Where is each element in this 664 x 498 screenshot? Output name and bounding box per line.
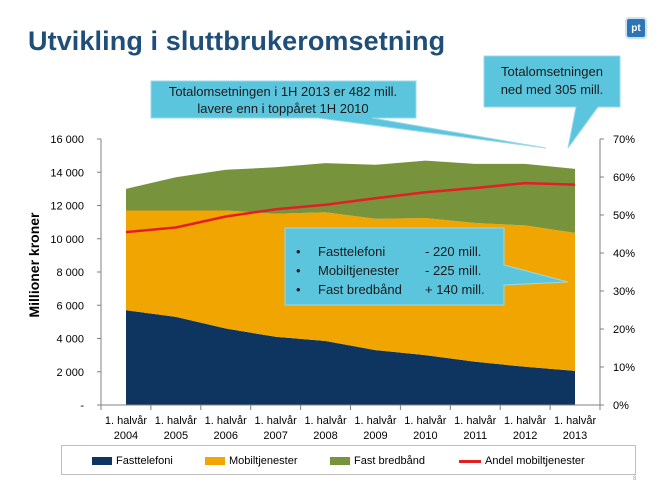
x-tick-label-line1: 1. halvår [155, 415, 198, 427]
y-tick-label: - [80, 400, 84, 412]
callout-value-1: - 220 mill. [425, 244, 481, 259]
x-tick-labels: 1. halvår 2004 1. halvår 2005 1. halvår 2006 1… [105, 415, 597, 442]
x-tick-label-line1: 1. halvår [205, 415, 248, 427]
legend-item-andel-mobiltjenester: Andel mobiltjenester [459, 455, 585, 467]
callout-bullet-2: • [296, 263, 301, 278]
y2-tick-labels: 0% 10% 20% 30% 40% 50% 60% 70% [613, 134, 635, 412]
callout-top-left-line1: Totalomsetningen i 1H 2013 er 482 mill. [169, 84, 397, 99]
x-tick-label-line2: 2007 [263, 430, 287, 442]
callout-top-right: Totalomsetningen ned med 305 mill. [483, 55, 621, 149]
company-logo: pt [625, 17, 647, 39]
x-tick-label-line2: 2012 [513, 430, 537, 442]
y2-tick-label: 20% [613, 324, 635, 336]
callout-label-3: Fast bredbånd [318, 282, 402, 297]
callout-value-2: - 225 mill. [425, 263, 481, 278]
y-axis-title: Millioner kroner [26, 212, 42, 318]
x-tick-label-line2: 2009 [363, 430, 387, 442]
line-andel-mobiltjenester [125, 181, 576, 234]
legend-item-fast-bredband: Fast bredbånd [330, 455, 425, 467]
y-tick-label: 4 000 [56, 334, 84, 346]
legend-label-fast-bredband: Fast bredbånd [354, 455, 425, 467]
callout-label-2: Mobiltjenester [318, 263, 400, 278]
callout-top-right-line2: ned med 305 mill. [501, 82, 604, 97]
x-tick-label-line1: 1. halvår [105, 415, 148, 427]
slide-title: Utvikling i sluttbrukeromsetning [28, 26, 446, 56]
y2-tick-label: 50% [613, 210, 635, 222]
y-tick-label: 10 000 [50, 234, 84, 246]
y2-tick-label: 40% [613, 248, 635, 260]
x-tick-label-line1: 1. halvår [504, 415, 547, 427]
x-tick-label-line1: 1. halvår [304, 415, 347, 427]
x-tick-label-line2: 2008 [313, 430, 337, 442]
legend-item-fasttelefoni: Fasttelefoni [92, 455, 173, 467]
y-tick-label: 12 000 [50, 201, 84, 213]
legend-label-andel-mobiltjenester: Andel mobiltjenester [485, 455, 585, 467]
y2-tick-label: 70% [613, 134, 635, 146]
x-tick-label-line1: 1. halvår [354, 415, 397, 427]
y-tick-labels: - 2 000 4 000 6 000 8 000 10 000 12 000 14 000 1… [50, 134, 84, 412]
y2-tick-label: 30% [613, 286, 635, 298]
callout-top-left: Totalomsetningen i 1H 2013 er 482 mill. … [150, 80, 547, 149]
y-tick-label: 16 000 [50, 134, 84, 146]
callout-middle: • Fasttelefoni - 220 mill. • Mobiltjenes… [284, 227, 569, 306]
x-tick-label-line2: 2004 [114, 430, 138, 442]
y-tick-label: 8 000 [56, 267, 84, 279]
x-tick-label-line2: 2005 [164, 430, 188, 442]
callout-label-1: Fasttelefoni [318, 244, 385, 259]
x-tick-label-line2: 2011 [463, 430, 487, 442]
legend-swatch-fast-bredband [330, 457, 350, 465]
y-tick-label: 14 000 [50, 167, 84, 179]
y2-tick-label: 10% [613, 362, 635, 374]
x-tick-label-line1: 1. halvår [454, 415, 497, 427]
callout-bullet-1: • [296, 244, 301, 259]
legend-label-mobiltjenester: Mobiltjenester [229, 455, 298, 467]
axes [97, 138, 604, 410]
callout-value-3: + 140 mill. [425, 282, 485, 297]
area-fast-bredb-nd [126, 160, 575, 233]
x-tick-label-line2: 2013 [563, 430, 587, 442]
y2-tick-label: 0% [613, 400, 629, 412]
x-tick-label-line1: 1. halvår [554, 415, 597, 427]
y2-tick-label: 60% [613, 172, 635, 184]
legend-swatch-mobiltjenester [205, 457, 225, 465]
legend-item-mobiltjenester: Mobiltjenester [205, 455, 297, 467]
x-tick-label-line2: 2006 [214, 430, 238, 442]
legend-swatch-andel-mobiltjenester [459, 459, 481, 463]
x-tick-label-line1: 1. halvår [404, 415, 447, 427]
y-tick-label: 6 000 [56, 300, 84, 312]
page-number: 8 [633, 476, 637, 482]
area-fasttelefoni [126, 310, 575, 405]
legend-swatch-fasttelefoni [92, 457, 112, 465]
chart-legend: Fasttelefoni Mobiltjenester Fast bredbån… [61, 445, 636, 475]
callout-top-right-line1: Totalomsetningen [501, 64, 603, 79]
legend-label-fasttelefoni: Fasttelefoni [116, 455, 173, 467]
x-tick-label-line2: 2010 [413, 430, 437, 442]
callout-bullet-3: • [296, 282, 301, 297]
callout-top-left-line2: lavere enn i toppåret 1H 2010 [197, 101, 368, 116]
share-line [125, 181, 576, 234]
x-tick-label-line1: 1. halvår [255, 415, 298, 427]
y-tick-label: 2 000 [56, 367, 84, 379]
